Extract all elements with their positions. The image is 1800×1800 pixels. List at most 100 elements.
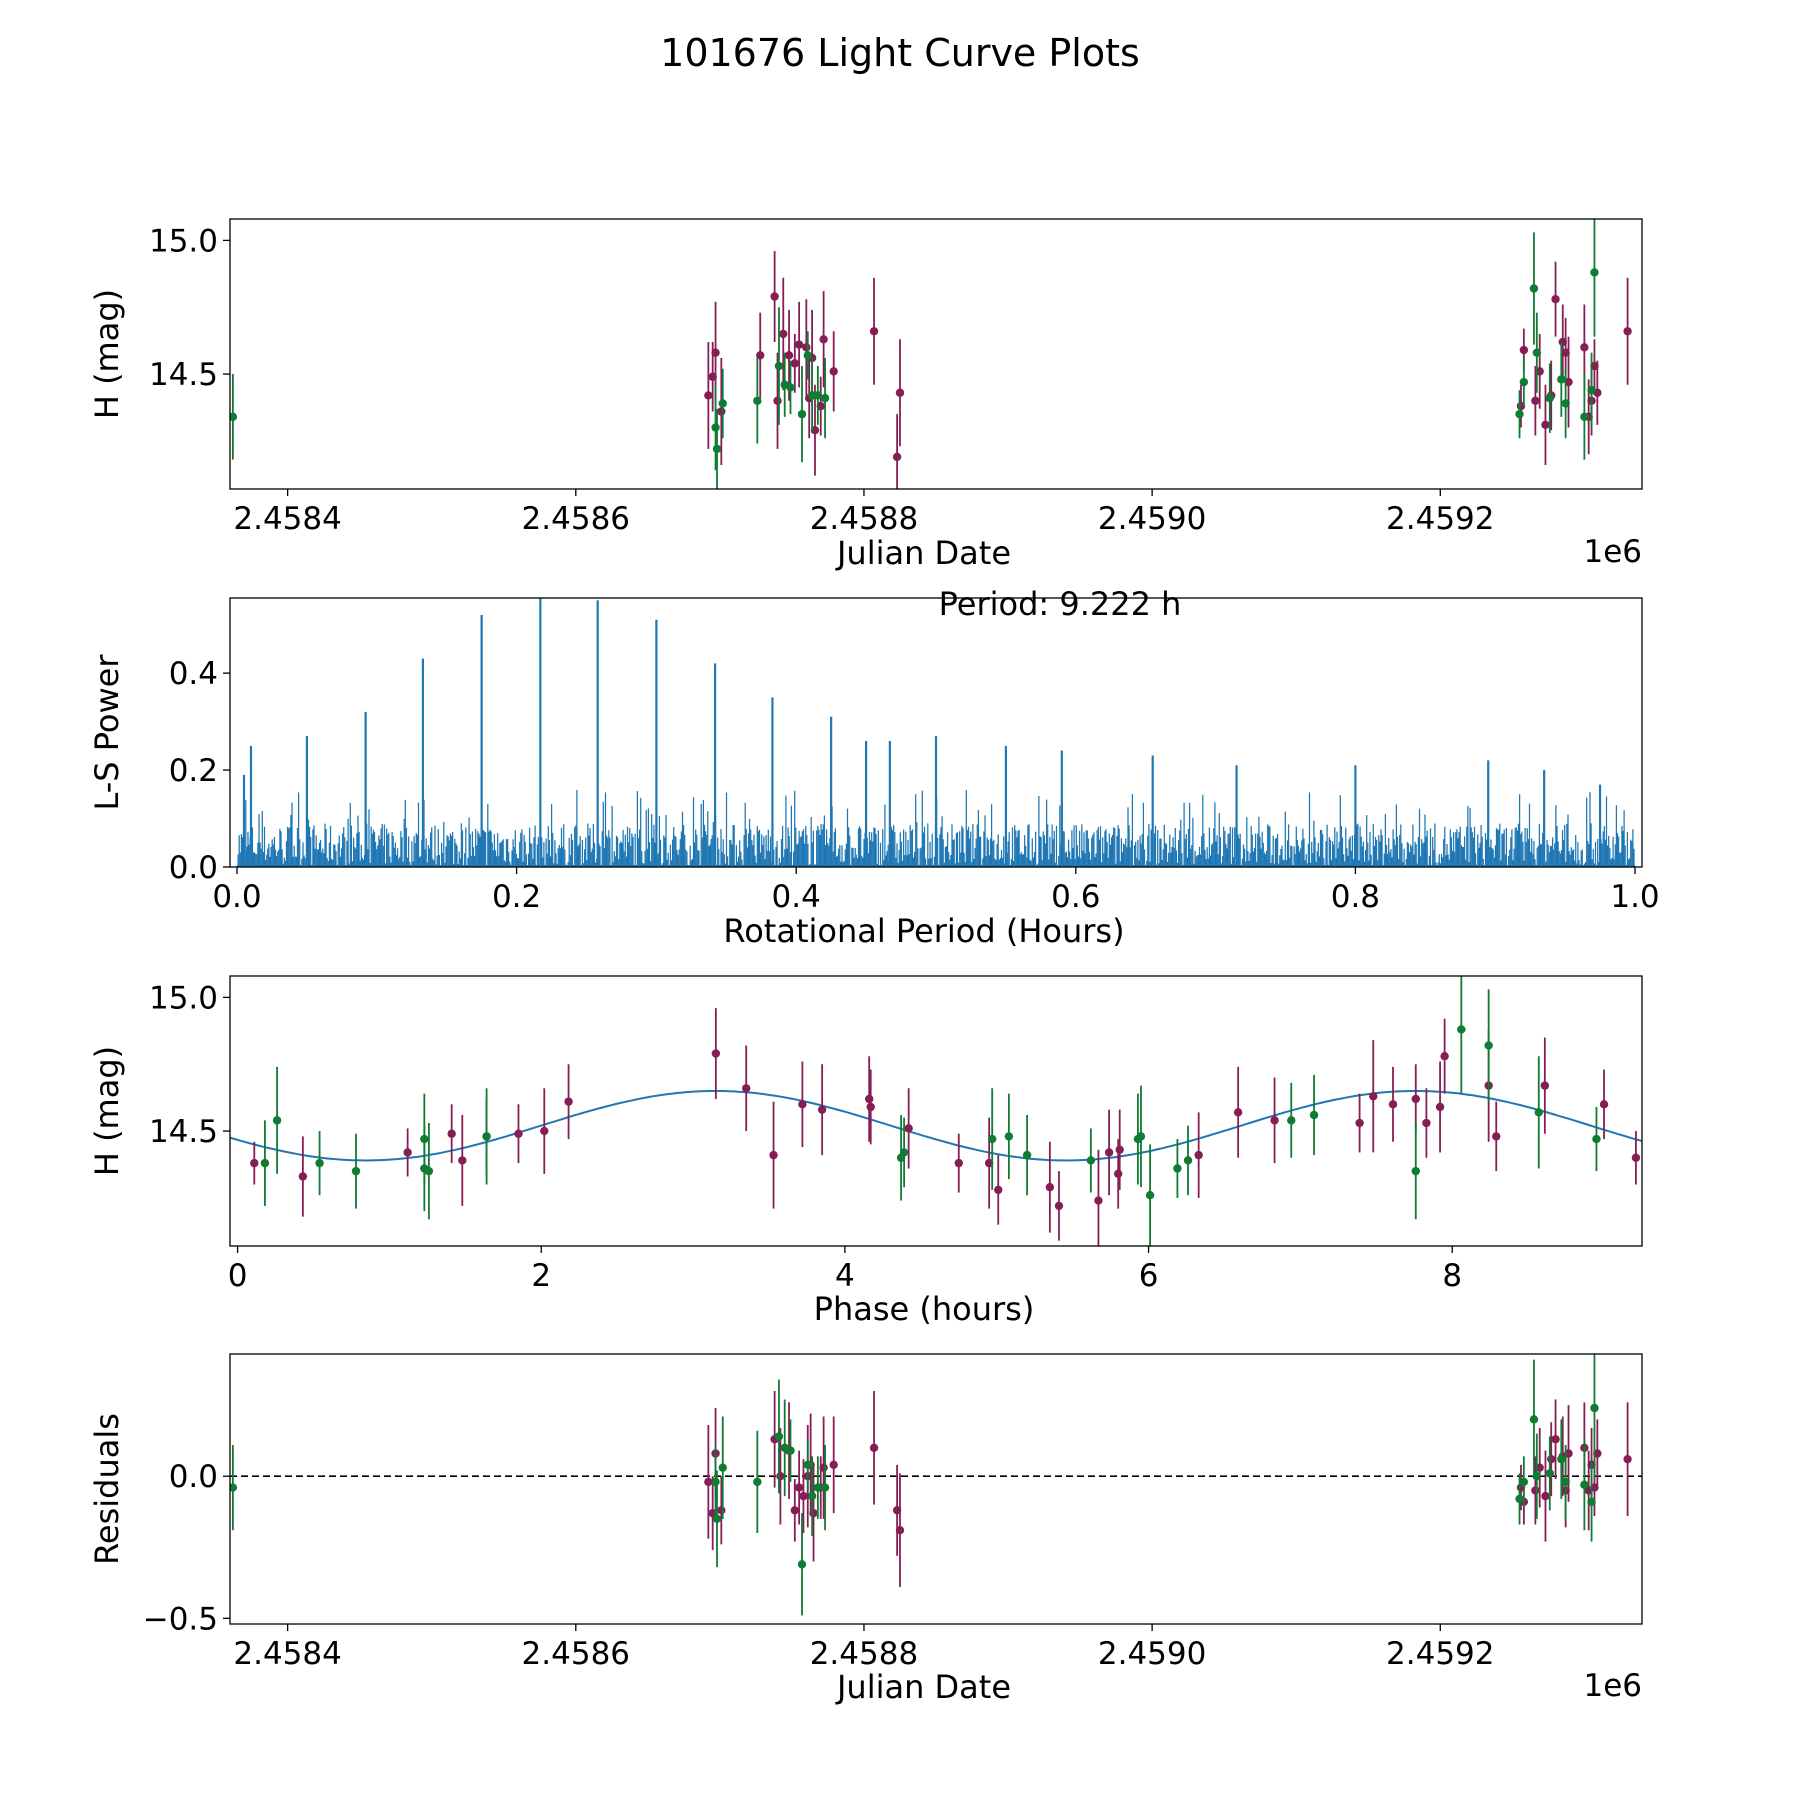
data-point — [458, 1156, 467, 1165]
x-tick-label: 2.4588 — [810, 501, 918, 537]
data-point — [904, 1124, 913, 1133]
data-point — [1355, 1118, 1364, 1128]
data-point — [807, 1491, 817, 1501]
data-point — [540, 1126, 549, 1136]
data-point — [718, 1463, 727, 1472]
x-tick-label: 2.4592 — [1386, 1636, 1494, 1672]
y-tick-label: 0.0 — [169, 850, 218, 886]
data-point — [784, 351, 794, 360]
data-point — [803, 1460, 812, 1470]
data-point — [1388, 1100, 1398, 1109]
series-filter-b — [230, 219, 1599, 489]
data-point — [712, 444, 722, 454]
data-point — [1435, 1102, 1445, 1112]
data-point — [1484, 1041, 1493, 1050]
x-tick-label: 1.0 — [1610, 879, 1659, 915]
y-tick-label: 15.0 — [149, 223, 218, 259]
data-point — [1557, 1454, 1566, 1464]
data-point — [1580, 1480, 1589, 1489]
data-point — [717, 407, 726, 416]
data-point — [1492, 1132, 1501, 1141]
data-point — [799, 1491, 808, 1501]
data-point — [987, 1134, 997, 1144]
data-point — [447, 1129, 456, 1138]
data-point — [1561, 1477, 1570, 1487]
y-axis-label: Residuals — [88, 1413, 126, 1565]
data-point — [298, 1172, 308, 1181]
data-point — [794, 340, 804, 349]
x-tick-label: 0.0 — [212, 879, 261, 915]
data-point — [564, 1097, 573, 1106]
data-point — [1457, 1025, 1466, 1034]
data-point — [1599, 1100, 1609, 1109]
x-axis-label: Phase (hours) — [814, 1290, 1035, 1328]
data-point — [813, 1483, 823, 1492]
x-axis-label: Julian Date — [835, 534, 1011, 572]
y-tick-label: 14.5 — [149, 1114, 218, 1150]
data-point — [779, 329, 788, 339]
data-point — [230, 1483, 238, 1492]
data-point — [774, 361, 784, 371]
data-point — [1022, 1150, 1032, 1160]
x-tick-label: 2 — [531, 1258, 551, 1294]
data-point — [892, 452, 902, 462]
data-point — [820, 1483, 830, 1492]
y-axis-label: L-S Power — [88, 654, 126, 811]
data-point — [797, 409, 807, 419]
data-point — [1233, 1108, 1243, 1117]
data-point — [742, 1084, 751, 1093]
period-annotation: Period: 9.222 h — [939, 585, 1182, 623]
figure-title: 101676 Light Curve Plots — [660, 31, 1140, 75]
data-point — [1004, 1132, 1014, 1141]
data-point — [1440, 1051, 1449, 1061]
x-tick-label: 2.4590 — [1098, 501, 1206, 537]
data-point — [1136, 1132, 1146, 1141]
data-point — [1145, 1191, 1155, 1200]
data-point — [807, 391, 817, 400]
data-point — [1369, 1092, 1378, 1101]
x-tick-label: 2.4586 — [522, 1636, 630, 1672]
data-point — [776, 1472, 785, 1481]
y-axis-label: H (mag) — [88, 289, 126, 419]
data-point — [351, 1166, 361, 1176]
data-point — [1309, 1110, 1319, 1120]
data-point — [790, 1506, 799, 1515]
plot-area — [230, 219, 1632, 489]
series-filter-a — [250, 1008, 1641, 1246]
x-tick-label: 4 — [835, 1258, 855, 1294]
data-point — [1631, 1153, 1641, 1162]
data-point — [753, 1477, 762, 1487]
data-point — [1590, 268, 1599, 277]
data-point — [794, 1483, 804, 1492]
data-point — [797, 1560, 807, 1569]
data-point — [820, 393, 830, 403]
data-point — [773, 396, 782, 405]
data-point — [1411, 1094, 1420, 1104]
data-point — [711, 1477, 720, 1487]
axes-frame — [229, 1353, 1643, 1625]
data-point — [704, 1477, 713, 1487]
data-point — [869, 327, 879, 336]
data-point — [1194, 1150, 1203, 1160]
data-point — [250, 1158, 259, 1168]
series-filter-b — [230, 1354, 1599, 1616]
data-point — [1287, 1116, 1296, 1125]
data-point — [1551, 1435, 1560, 1444]
data-point — [866, 1102, 875, 1112]
data-point — [1541, 420, 1550, 430]
x-tick-label: 0.8 — [1331, 879, 1380, 915]
x-tick-label: 2.4592 — [1386, 501, 1494, 537]
data-point — [1045, 1182, 1055, 1192]
data-point — [718, 399, 727, 408]
x-tick-label: 0 — [228, 1258, 248, 1294]
x-tick-label: 2.4590 — [1098, 1636, 1206, 1672]
data-point — [260, 1158, 270, 1168]
data-point — [482, 1132, 491, 1141]
data-point — [829, 367, 838, 376]
data-point — [1515, 409, 1524, 419]
y-tick-label: −0.5 — [143, 1601, 218, 1637]
data-point — [895, 388, 905, 397]
data-point — [813, 391, 823, 400]
